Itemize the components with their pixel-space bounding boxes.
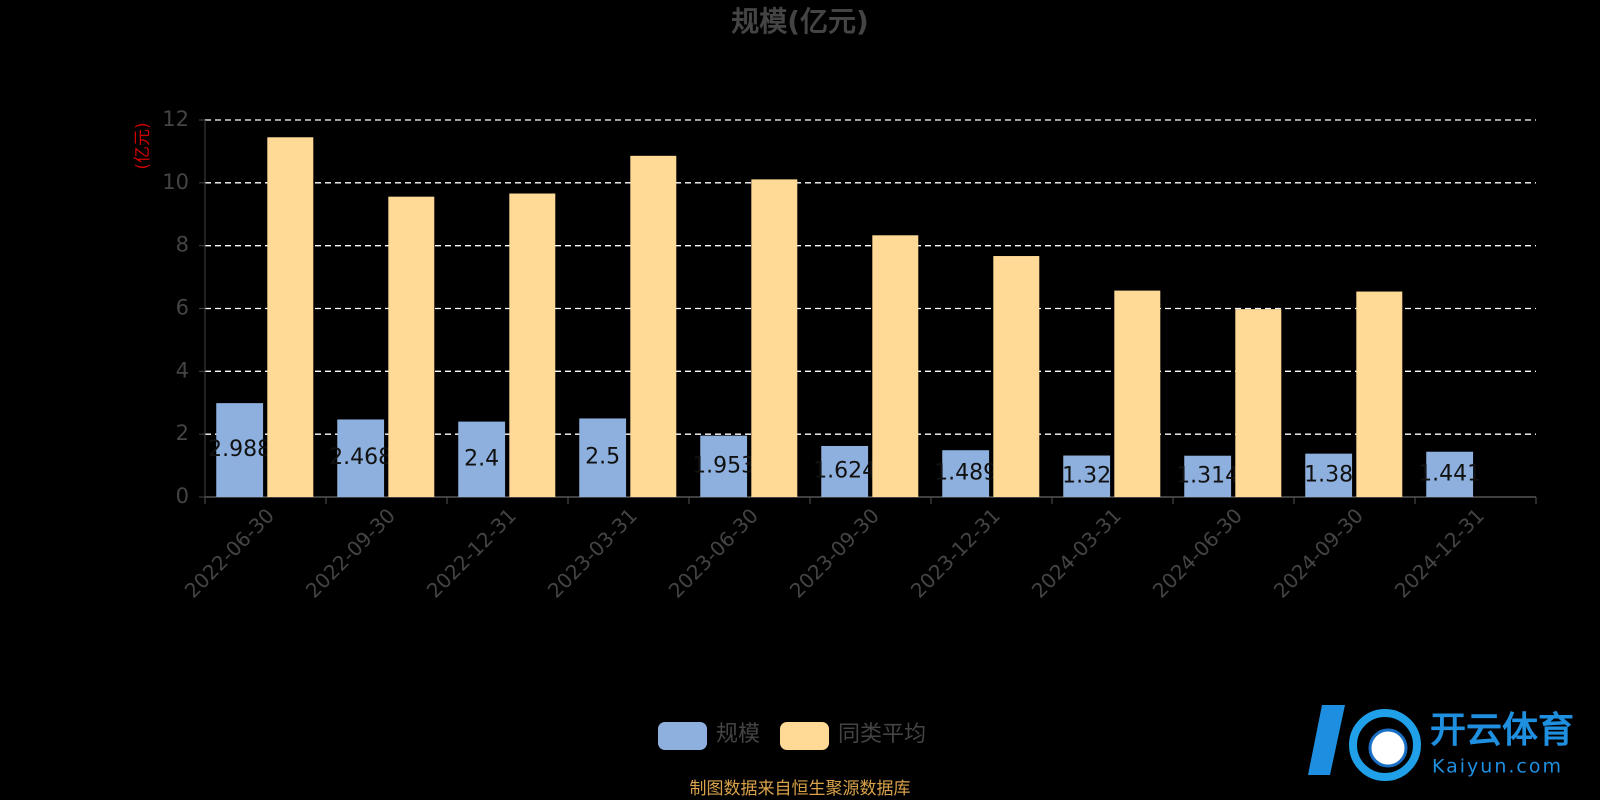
y-tick-label: 2	[176, 421, 189, 445]
bar	[267, 137, 314, 497]
watermark-site: Kaiyun.com	[1432, 756, 1563, 778]
y-tick-label: 6	[176, 296, 189, 320]
data-label: 2.988	[208, 437, 271, 462]
watermark-name: 开云体育	[1430, 710, 1574, 751]
bar	[872, 235, 919, 497]
x-tick-label: 2022-06-30	[180, 503, 279, 602]
x-tick-label: 2023-09-30	[785, 503, 884, 602]
bar	[1356, 291, 1403, 497]
bar	[1426, 451, 1474, 497]
bar	[458, 421, 506, 497]
bar	[1235, 309, 1282, 497]
footer: 制图数据来自恒生聚源数据库	[690, 779, 911, 799]
x-tick-label: 2023-03-31	[543, 503, 642, 602]
x-tick-label: 2022-09-30	[301, 503, 400, 602]
logo-ball	[1368, 728, 1408, 768]
bar	[1305, 453, 1353, 497]
bar	[942, 450, 990, 497]
bar	[388, 196, 435, 497]
bar	[993, 256, 1040, 497]
bar	[509, 193, 556, 497]
bar	[751, 179, 798, 497]
x-tick-label: 2022-12-31	[422, 503, 521, 602]
legend-label: 规模	[716, 722, 760, 747]
legend-label: 同类平均	[838, 722, 926, 747]
y-tick-label: 0	[176, 484, 189, 508]
x-tick-label: 2024-03-31	[1027, 503, 1126, 602]
legend-swatch	[780, 722, 830, 750]
bar	[1114, 290, 1161, 497]
chart-title: 规模(亿元)	[731, 5, 869, 38]
y-axis-label: (亿元)	[133, 122, 153, 169]
bar	[1184, 455, 1232, 497]
data-label: 1.953	[692, 453, 755, 478]
bar	[821, 445, 869, 497]
x-tick-label: 2024-12-31	[1390, 503, 1489, 602]
data-label: 1.314	[1176, 463, 1239, 488]
y-tick-label: 10	[162, 170, 189, 194]
x-tick-label: 2024-09-30	[1269, 503, 1368, 602]
data-label: 1.441	[1418, 461, 1481, 486]
data-label: 2.5	[585, 445, 620, 470]
bar	[337, 419, 385, 497]
bar	[216, 403, 264, 497]
legend-swatch	[658, 722, 707, 750]
x-tick-label: 2023-06-30	[664, 503, 763, 602]
watermark-logo	[1308, 705, 1421, 781]
bar	[700, 435, 748, 497]
logo-k	[1308, 705, 1345, 775]
data-label: 1.489	[934, 461, 997, 486]
data-label: 1.32	[1062, 463, 1111, 488]
bar	[630, 155, 677, 497]
logo-ring	[1349, 709, 1421, 781]
y-tick-label: 4	[176, 358, 189, 382]
y-tick-label: 8	[176, 233, 189, 257]
bar	[579, 418, 627, 497]
data-label: 2.468	[329, 445, 392, 470]
y-tick-label: 12	[162, 107, 189, 131]
x-tick-label: 2023-12-31	[906, 503, 1005, 602]
data-label: 1.38	[1304, 462, 1353, 487]
data-label: 1.624	[813, 458, 876, 483]
data-label: 2.4	[464, 446, 499, 471]
bar	[1063, 455, 1111, 497]
x-tick-label: 2024-06-30	[1148, 503, 1247, 602]
